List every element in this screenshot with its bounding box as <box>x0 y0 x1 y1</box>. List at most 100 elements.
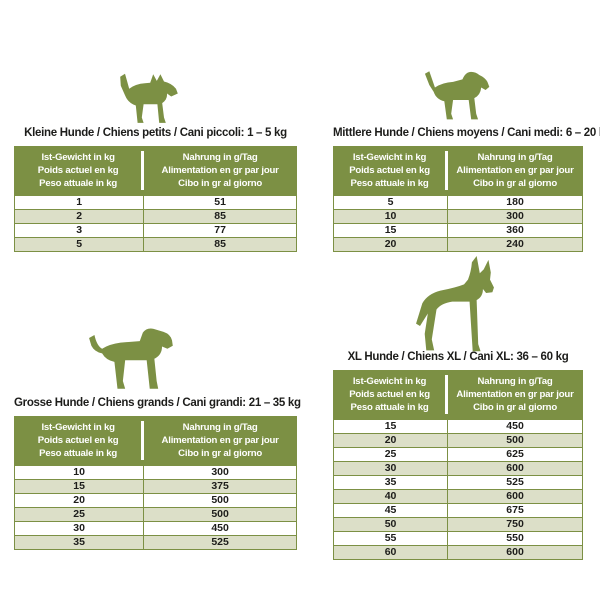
table-body: 1 51 2 85 3 77 5 85 <box>15 195 296 251</box>
table-row: 10 300 <box>15 465 296 479</box>
header-line: Poids actuel en kg <box>349 165 430 176</box>
header-line: Cibo in gr al giorno <box>473 402 557 413</box>
header-line: Peso attuale in kg <box>39 448 118 459</box>
food-cell: 51 <box>214 196 226 208</box>
header-line: Ist-Gewicht in kg <box>352 152 427 163</box>
weight-cell: 20 <box>334 434 449 447</box>
header-line: Alimentation en gr par jour <box>456 165 574 176</box>
header-line: Nahrung in g/Tag <box>477 152 553 163</box>
table-row: 45 675 <box>334 503 582 517</box>
header-line: Peso attuale in kg <box>39 178 118 189</box>
table-title-small: Kleine Hunde / Chiens petits / Cani picc… <box>24 127 287 139</box>
weight-cell: 35 <box>15 536 145 549</box>
food-cell: 85 <box>214 210 226 222</box>
table-row: 3 77 <box>15 223 296 237</box>
weight-cell: 10 <box>15 466 145 479</box>
header-line: Poids actuel en kg <box>37 165 119 176</box>
weight-cell: 2 <box>15 210 145 223</box>
table-row: 1 51 <box>15 195 296 209</box>
table-row: 40 600 <box>334 489 582 503</box>
xl-dog-icon <box>407 256 503 352</box>
food-cell: 360 <box>506 224 524 236</box>
table-row: 20 500 <box>15 493 296 507</box>
weight-cell: 25 <box>334 448 449 461</box>
feeding-table-large: Ist-Gewicht in kg Poids actuel en kg Pes… <box>14 416 297 550</box>
weight-cell: 15 <box>15 480 145 493</box>
weight-column-header: Ist-Gewicht in kg Poids actuel en kg Pes… <box>334 151 449 190</box>
weight-cell: 15 <box>334 224 449 237</box>
header-line: Alimentation en gr par jour <box>161 435 279 446</box>
food-cell: 300 <box>211 466 229 478</box>
weight-column-header: Ist-Gewicht in kg Poids actuel en kg Pes… <box>15 151 145 190</box>
table-row: 35 525 <box>334 475 582 489</box>
table-row: 35 525 <box>15 535 296 549</box>
food-cell: 85 <box>214 238 226 250</box>
weight-cell: 10 <box>334 210 449 223</box>
food-cell: 300 <box>506 210 524 222</box>
food-column-header: Nahrung in g/Tag Alimentation en gr par … <box>144 421 296 460</box>
header-line: Nahrung in g/Tag <box>182 422 258 433</box>
header-line: Alimentation en gr par jour <box>456 389 574 400</box>
table-row: 55 550 <box>334 531 582 545</box>
header-line: Peso attuale in kg <box>350 402 429 413</box>
weight-cell: 55 <box>334 532 449 545</box>
table-body: 10 300 15 375 20 500 25 500 30 450 35 525 <box>15 465 296 549</box>
table-row: 15 360 <box>334 223 582 237</box>
table-row: 30 450 <box>15 521 296 535</box>
feeding-table-medium: Ist-Gewicht in kg Poids actuel en kg Pes… <box>333 146 583 252</box>
food-cell: 240 <box>506 238 524 250</box>
header-line: Cibo in gr al giorno <box>473 178 557 189</box>
weight-cell: 50 <box>334 518 449 531</box>
medium-dog-silhouette <box>424 71 490 120</box>
feeding-table-small: Ist-Gewicht in kg Poids actuel en kg Pes… <box>14 146 297 252</box>
food-cell: 600 <box>506 546 524 558</box>
table-header: Ist-Gewicht in kg Poids actuel en kg Pes… <box>15 417 296 465</box>
table-row: 15 450 <box>334 419 582 433</box>
small-dog-silhouette <box>120 73 178 123</box>
weight-cell: 30 <box>15 522 145 535</box>
food-cell: 625 <box>506 448 524 460</box>
weight-cell: 40 <box>334 490 449 503</box>
header-line: Alimentation en gr par jour <box>161 165 279 176</box>
food-cell: 500 <box>211 494 229 506</box>
table-title-large: Grosse Hunde / Chiens grands / Cani gran… <box>14 397 301 409</box>
table-title-xl: XL Hunde / Chiens XL / Cani XL: 36 – 60 … <box>347 351 569 363</box>
header-line: Cibo in gr al giorno <box>178 448 263 459</box>
header-line: Ist-Gewicht in kg <box>352 376 427 387</box>
table-row: 25 625 <box>334 447 582 461</box>
header-line: Poids actuel en kg <box>349 389 430 400</box>
header-line: Nahrung in g/Tag <box>477 376 553 387</box>
weight-cell: 15 <box>334 420 449 433</box>
food-cell: 600 <box>506 462 524 474</box>
weight-cell: 25 <box>15 508 145 521</box>
weight-cell: 3 <box>15 224 145 237</box>
food-cell: 750 <box>506 518 524 530</box>
table-title-medium: Mittlere Hunde / Chiens moyens / Cani me… <box>333 127 600 139</box>
table-row: 10 300 <box>334 209 582 223</box>
food-cell: 500 <box>506 434 524 446</box>
food-cell: 450 <box>211 522 229 534</box>
table-header: Ist-Gewicht in kg Poids actuel en kg Pes… <box>15 147 296 195</box>
small-dog-icon <box>116 72 182 124</box>
table-row: 15 375 <box>15 479 296 493</box>
food-column-header: Nahrung in g/Tag Alimentation en gr par … <box>448 375 582 414</box>
large-dog-icon <box>86 324 182 392</box>
table-body: 5 180 10 300 15 360 20 240 <box>334 195 582 251</box>
table-row: 20 500 <box>334 433 582 447</box>
food-column-header: Nahrung in g/Tag Alimentation en gr par … <box>144 151 296 190</box>
weight-cell: 20 <box>334 238 449 251</box>
table-row: 20 240 <box>334 237 582 251</box>
weight-cell: 5 <box>15 238 145 251</box>
weight-column-header: Ist-Gewicht in kg Poids actuel en kg Pes… <box>334 375 449 414</box>
header-line: Nahrung in g/Tag <box>182 152 258 163</box>
weight-column-header: Ist-Gewicht in kg Poids actuel en kg Pes… <box>15 421 145 460</box>
table-row: 5 85 <box>15 237 296 251</box>
weight-cell: 45 <box>334 504 449 517</box>
table-row: 30 600 <box>334 461 582 475</box>
table-row: 2 85 <box>15 209 296 223</box>
weight-cell: 1 <box>15 196 145 209</box>
weight-cell: 60 <box>334 546 449 559</box>
header-line: Peso attuale in kg <box>350 178 429 189</box>
header-line: Cibo in gr al giorno <box>178 178 263 189</box>
